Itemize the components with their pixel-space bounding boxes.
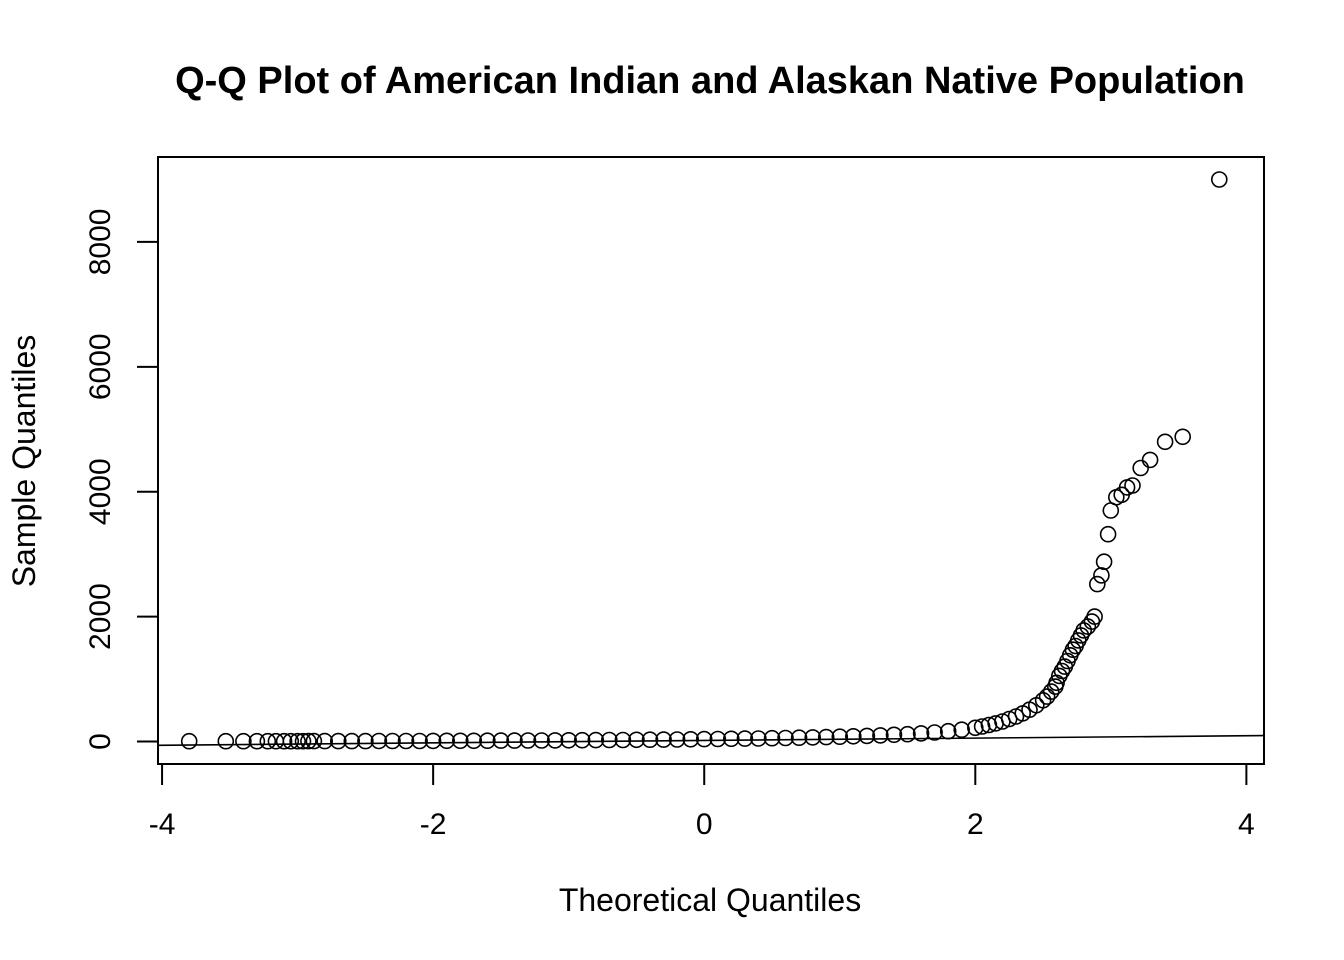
data-point: [282, 732, 300, 750]
data-point: [1132, 459, 1149, 477]
y-axis: 0 2000 4000 6000 8000: [84, 209, 159, 750]
data-point: [953, 721, 971, 739]
data-point: [180, 732, 198, 750]
data-point: [1174, 428, 1191, 446]
data-point: [492, 732, 510, 749]
data-point: [370, 732, 388, 750]
data-point: [722, 730, 740, 748]
data-point: [817, 728, 835, 746]
data-point: [1124, 477, 1141, 494]
data-point: [1156, 433, 1174, 451]
data-point: [411, 732, 428, 750]
data-point: [872, 727, 889, 744]
data-point: [966, 719, 984, 737]
data-point: [641, 731, 659, 749]
data-point: [831, 728, 849, 746]
y-tick-label: 6000: [84, 333, 117, 400]
data-point: [844, 727, 862, 745]
data-point: [899, 725, 916, 743]
plot-frame: [157, 156, 1265, 765]
x-tick-label: 0: [696, 808, 713, 841]
data-point: [1093, 567, 1110, 584]
data-point: [305, 732, 323, 750]
data-point: [736, 730, 754, 747]
y-tick-label: 4000: [84, 458, 117, 525]
data-point: [438, 732, 456, 750]
data-point: [750, 730, 767, 747]
data-point: [533, 732, 550, 749]
data-point: [424, 732, 442, 750]
data-point: [939, 722, 957, 740]
data-point: [357, 732, 374, 750]
data-point: [1099, 525, 1117, 543]
data-point: [235, 732, 252, 750]
x-axis: -4 -2 0 2 4: [149, 763, 1255, 841]
data-point: [384, 732, 401, 750]
data-point: [668, 731, 686, 748]
data-point: [709, 730, 727, 748]
data-point: [885, 726, 903, 744]
data-point: [655, 731, 672, 748]
y-axis-label: Sample Quantiles: [6, 335, 42, 588]
data-point: [1095, 553, 1113, 571]
data-point: [1141, 451, 1159, 469]
data-point: [343, 732, 361, 750]
data-point: [275, 732, 293, 750]
data-point: [451, 732, 469, 750]
x-tick-label: -4: [149, 808, 176, 841]
chart-title: Q-Q Plot of American Indian and Alaskan …: [175, 60, 1245, 102]
y-tick-label: 8000: [84, 209, 117, 276]
data-point: [294, 732, 312, 750]
data-point: [682, 730, 700, 748]
data-point: [217, 732, 235, 750]
data-point: [695, 730, 713, 748]
data-point: [614, 731, 632, 749]
data-point: [329, 732, 347, 750]
y-tick-label: 2000: [84, 583, 117, 650]
data-point: [506, 732, 523, 749]
data-point: [763, 729, 781, 747]
data-point: [300, 732, 317, 750]
data-point: [1053, 662, 1071, 680]
data-point: [248, 732, 266, 750]
x-tick-label: 4: [1238, 808, 1255, 841]
data-points: [180, 171, 1228, 750]
data-point: [465, 732, 483, 750]
y-tick-label: 0: [84, 733, 117, 750]
data-point: [600, 731, 618, 749]
data-point: [316, 732, 334, 750]
x-axis-label: Theoretical Quantiles: [559, 882, 861, 918]
data-point: [926, 724, 943, 741]
data-point: [790, 729, 808, 747]
data-point: [1089, 575, 1106, 593]
data-point: [546, 732, 564, 749]
data-point: [628, 731, 645, 749]
data-point: [560, 731, 578, 749]
data-point: [858, 727, 876, 745]
data-point: [912, 725, 930, 742]
data-point: [259, 732, 277, 750]
data-point: [1211, 171, 1228, 188]
data-point: [397, 732, 415, 750]
data-point: [1038, 688, 1056, 705]
x-tick-label: -2: [420, 808, 447, 841]
data-point: [573, 731, 591, 749]
data-point: [519, 732, 537, 749]
data-point: [479, 732, 496, 750]
data-point: [1042, 683, 1060, 700]
data-point: [1075, 622, 1092, 639]
data-point: [1086, 608, 1103, 625]
data-point: [777, 729, 794, 747]
data-point: [1064, 641, 1082, 659]
data-point: [289, 732, 306, 750]
data-point: [587, 731, 605, 749]
x-tick-label: 2: [967, 808, 984, 841]
data-point: [804, 729, 822, 746]
